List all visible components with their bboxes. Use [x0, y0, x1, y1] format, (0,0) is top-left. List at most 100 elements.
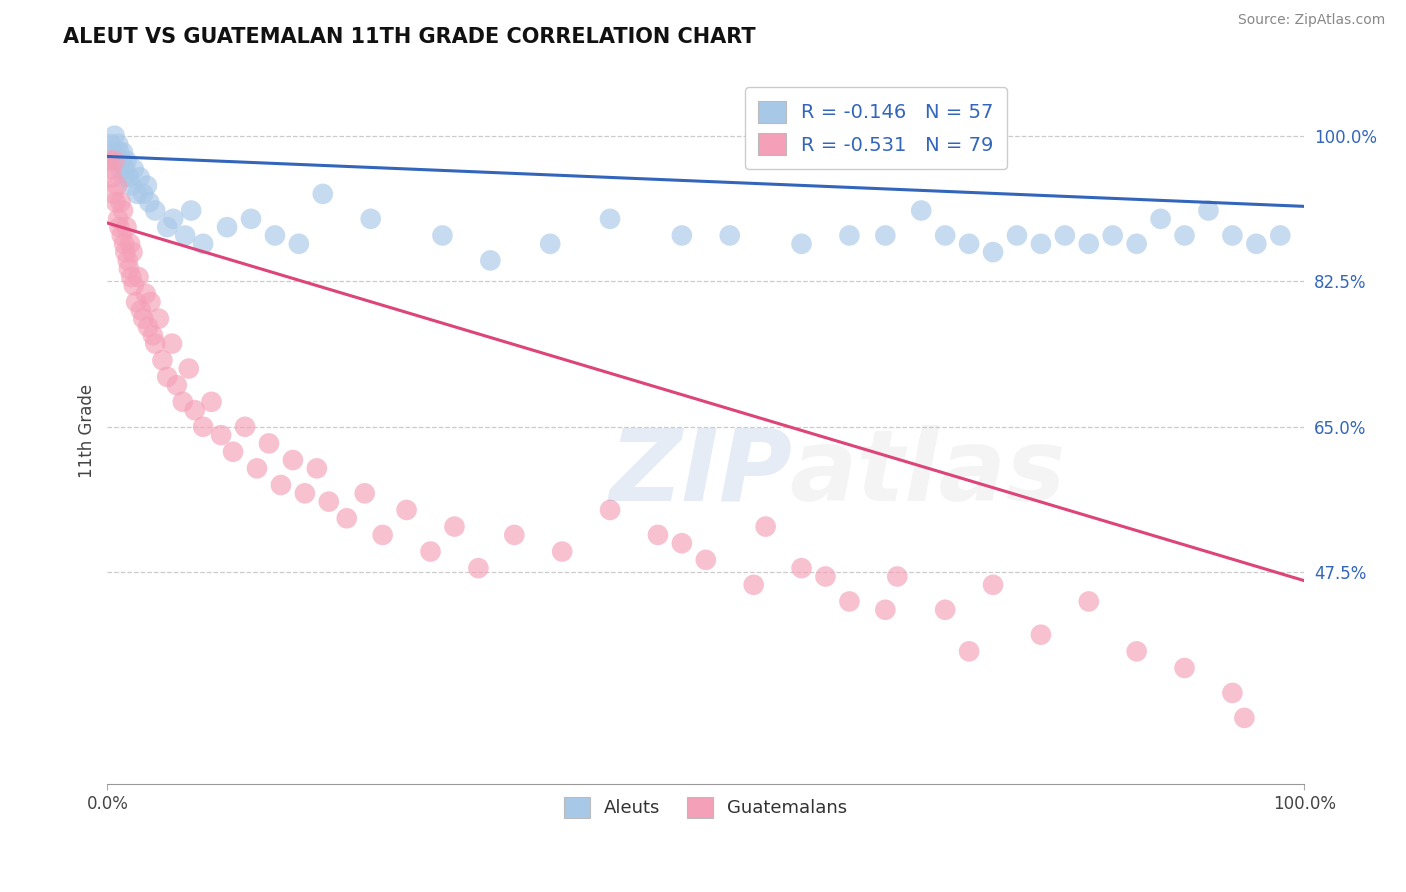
Point [551, 544, 574, 558]
Point [233, 419, 256, 434]
Point [1173, 661, 1195, 675]
Point [103, 153, 125, 168]
Y-axis label: 11th Grade: 11th Grade [79, 384, 96, 478]
Point [128, 270, 150, 285]
Point [353, 486, 375, 500]
Point [121, 245, 143, 260]
Point [111, 203, 134, 218]
Point [934, 228, 956, 243]
Point [270, 478, 292, 492]
Point [98, 153, 121, 168]
Point [395, 503, 418, 517]
Point [138, 195, 160, 210]
Point [671, 536, 693, 550]
Point [371, 528, 394, 542]
Point [191, 419, 214, 434]
Point [166, 378, 188, 392]
Point [111, 153, 134, 168]
Point [122, 161, 145, 176]
Point [111, 145, 134, 160]
Point [112, 236, 135, 251]
Point [419, 544, 441, 558]
Point [503, 528, 526, 542]
Point [1005, 228, 1028, 243]
Point [957, 644, 980, 658]
Point [1246, 236, 1268, 251]
Point [790, 561, 813, 575]
Point [103, 145, 125, 160]
Point [1029, 236, 1052, 251]
Point [981, 578, 1004, 592]
Point [742, 578, 765, 592]
Point [125, 295, 148, 310]
Point [174, 228, 197, 243]
Point [1173, 228, 1195, 243]
Point [875, 228, 897, 243]
Point [128, 170, 150, 185]
Point [135, 178, 157, 193]
Point [360, 211, 382, 226]
Point [288, 236, 311, 251]
Point [110, 195, 132, 210]
Point [107, 136, 129, 151]
Legend: Aleuts, Guatemalans: Aleuts, Guatemalans [557, 789, 855, 825]
Point [1101, 228, 1123, 243]
Point [152, 353, 174, 368]
Text: Source: ZipAtlas.com: Source: ZipAtlas.com [1237, 13, 1385, 28]
Point [108, 220, 131, 235]
Point [814, 569, 837, 583]
Point [118, 261, 141, 276]
Point [118, 170, 141, 185]
Point [981, 245, 1004, 260]
Point [467, 561, 489, 575]
Point [1125, 236, 1147, 251]
Point [180, 203, 202, 218]
Point [312, 186, 335, 201]
Point [104, 195, 127, 210]
Point [135, 286, 157, 301]
Point [115, 220, 138, 235]
Point [755, 519, 778, 533]
Point [538, 236, 561, 251]
Point [132, 311, 155, 326]
Point [100, 161, 122, 176]
Point [112, 170, 135, 185]
Point [718, 228, 741, 243]
Text: ALEUT VS GUATEMALAN 11TH GRADE CORRELATION CHART: ALEUT VS GUATEMALAN 11TH GRADE CORRELATI… [63, 27, 756, 46]
Point [184, 403, 207, 417]
Point [139, 295, 162, 310]
Point [142, 328, 165, 343]
Point [599, 503, 621, 517]
Point [107, 211, 129, 226]
Point [647, 528, 669, 542]
Point [910, 203, 932, 218]
Point [156, 370, 179, 384]
Point [934, 603, 956, 617]
Point [318, 494, 340, 508]
Point [294, 486, 316, 500]
Point [240, 211, 263, 226]
Point [127, 186, 149, 201]
Point [103, 186, 125, 201]
Text: atlas: atlas [790, 425, 1066, 522]
Point [838, 228, 860, 243]
Point [875, 603, 897, 617]
Point [129, 303, 152, 318]
Point [1125, 644, 1147, 658]
Point [103, 128, 125, 143]
Point [671, 228, 693, 243]
Point [305, 461, 328, 475]
Point [264, 228, 287, 243]
Point [122, 278, 145, 293]
Text: ZIP: ZIP [610, 425, 793, 522]
Point [957, 236, 980, 251]
Point [114, 161, 136, 176]
Point [209, 428, 232, 442]
Point [156, 220, 179, 235]
Point [1222, 228, 1244, 243]
Point [148, 311, 170, 326]
Point [1029, 628, 1052, 642]
Point [136, 320, 159, 334]
Point [172, 394, 194, 409]
Point [162, 211, 184, 226]
